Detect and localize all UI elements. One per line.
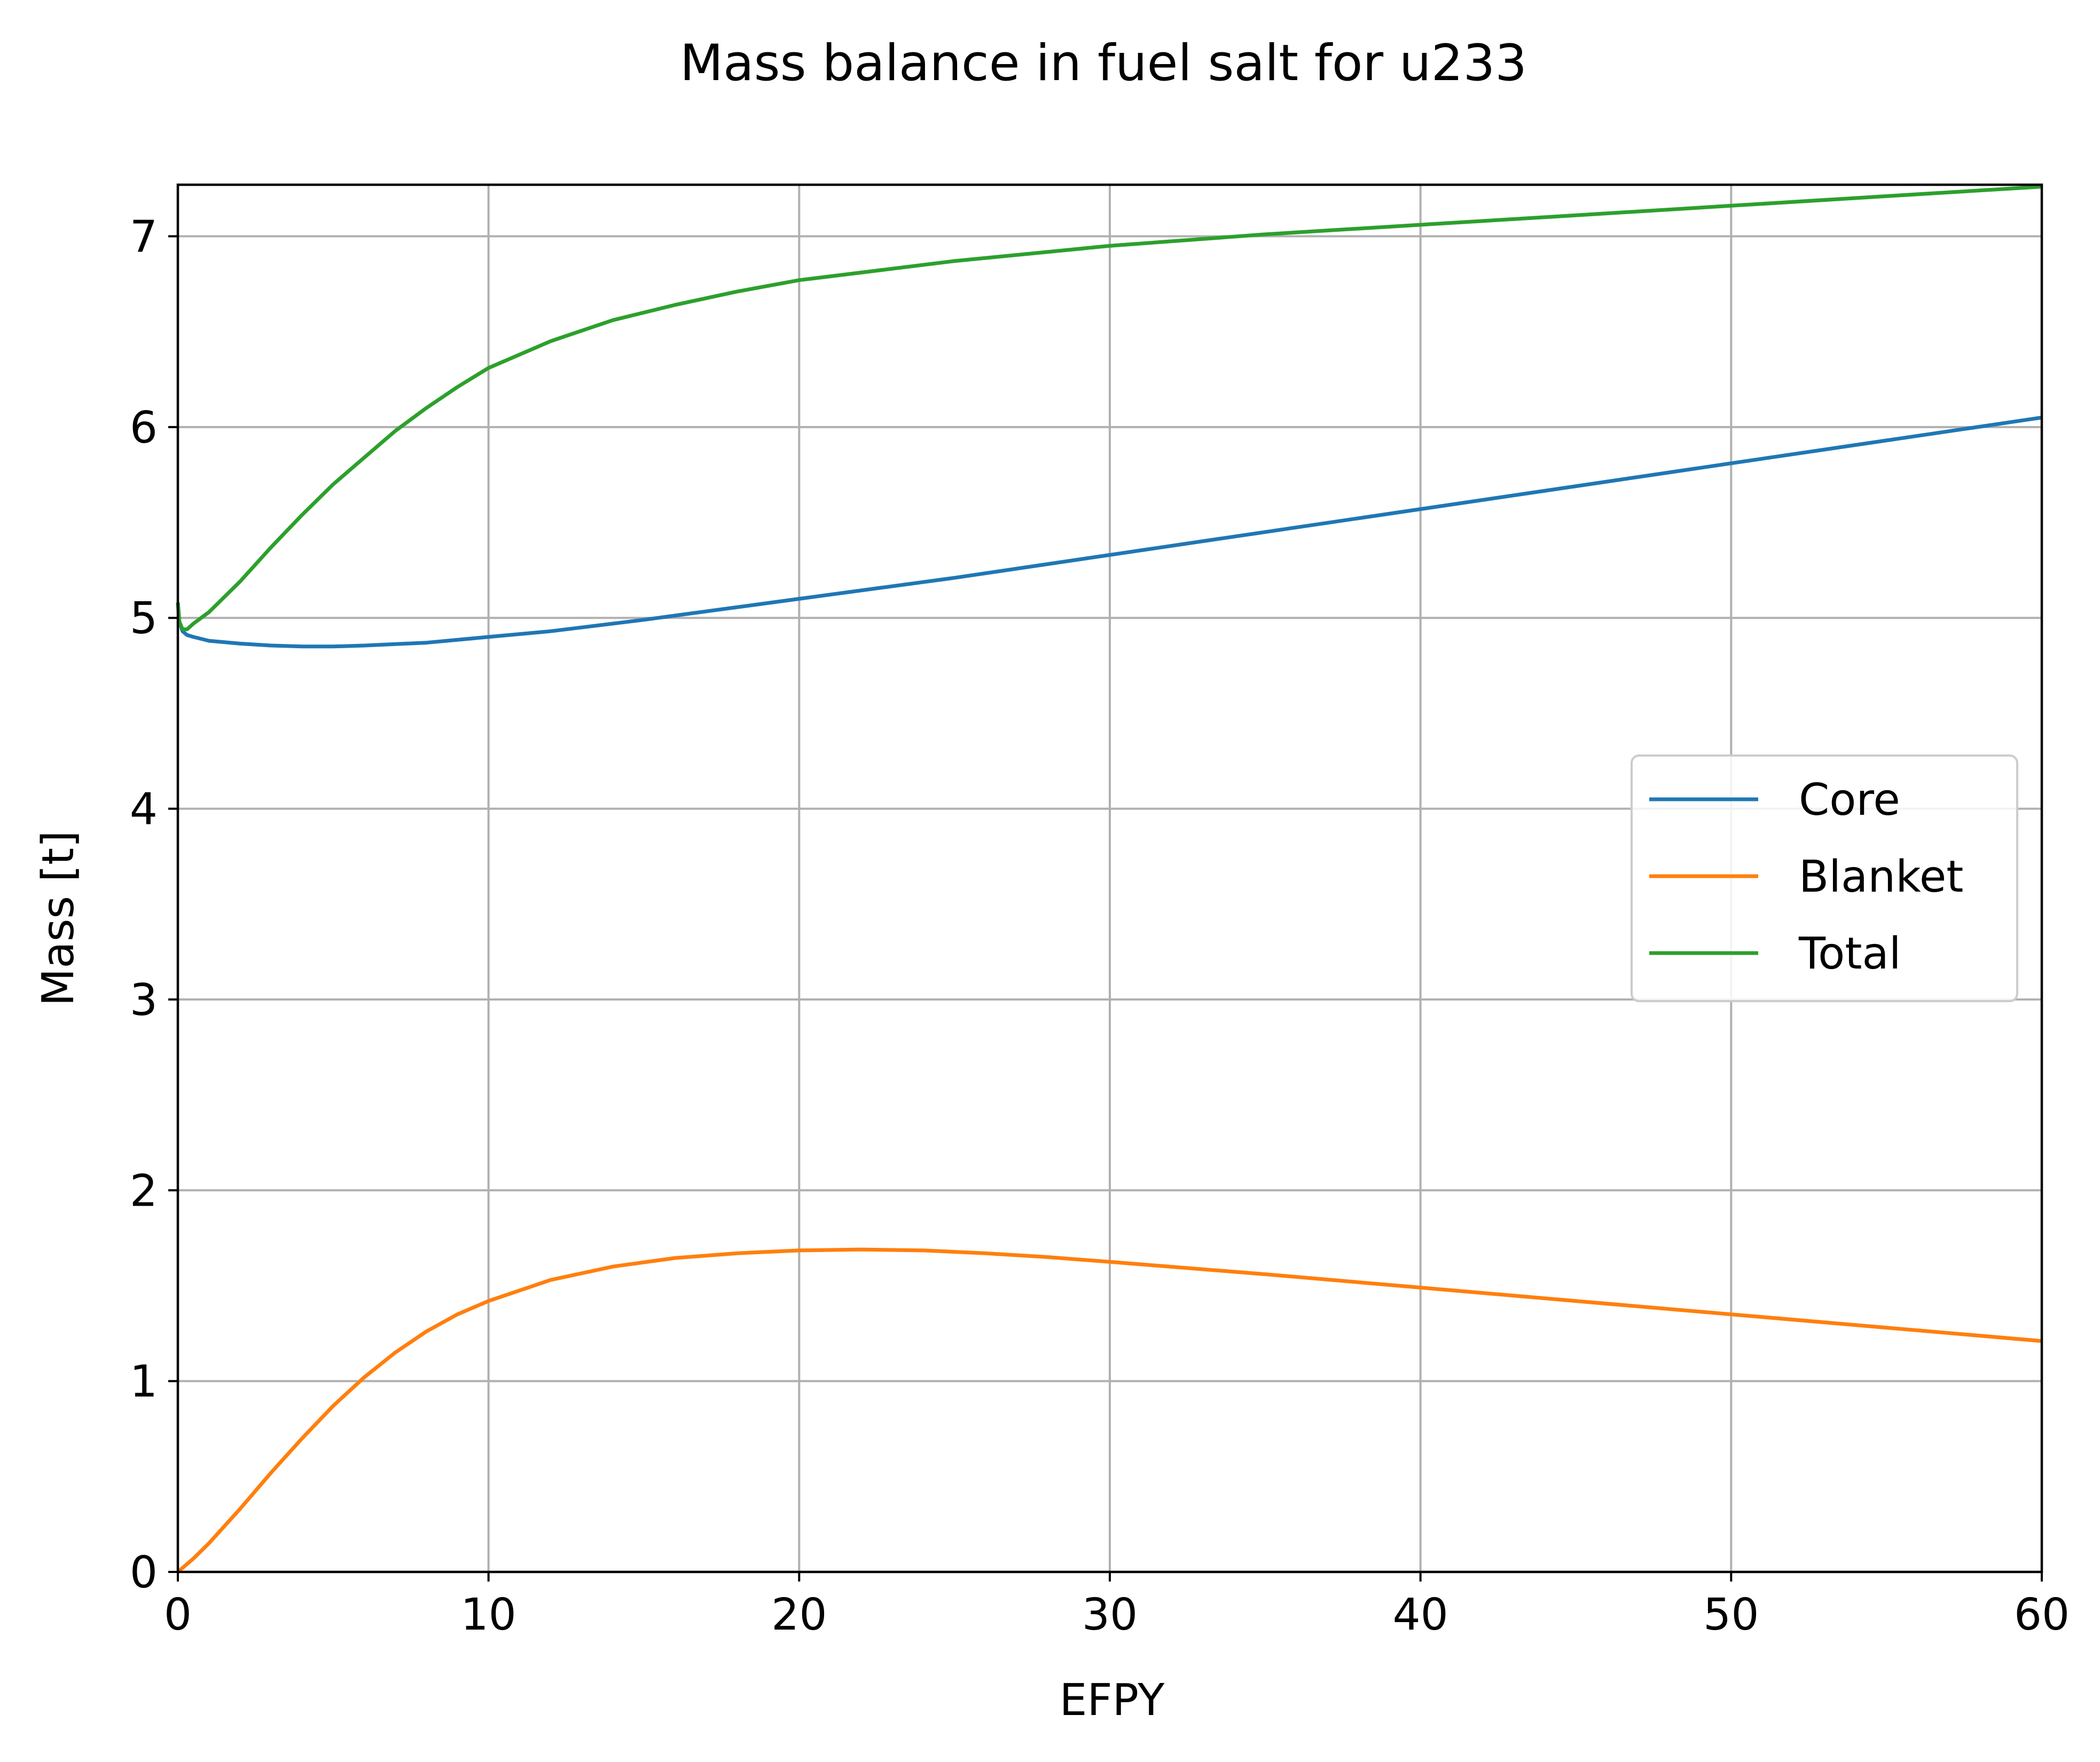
series-line-blanket (176, 1247, 2042, 1574)
series-line-core (176, 415, 2042, 649)
legend-label-core: Core (1799, 775, 1900, 825)
x-tick-label: 40 (1392, 1590, 1448, 1640)
x-tick-label: 20 (771, 1590, 827, 1640)
x-tick-label: 0 (164, 1590, 192, 1640)
chart-title: Mass balance in fuel salt for u233 (680, 34, 1527, 92)
y-tick-label: 7 (130, 211, 158, 262)
x-tick-label: 50 (1703, 1590, 1759, 1640)
y-tick-label: 3 (130, 975, 158, 1026)
y-axis: 0 1 2 3 4 5 6 7 (130, 211, 178, 1598)
x-tick-label: 10 (460, 1590, 516, 1640)
y-tick-label: 0 (130, 1547, 158, 1598)
x-tick-label: 30 (1082, 1590, 1138, 1640)
y-tick-label: 5 (130, 593, 158, 644)
y-axis-label: Mass [t] (33, 831, 84, 1006)
y-tick-label: 1 (130, 1357, 158, 1407)
x-axis: 0 10 20 30 40 50 60 (164, 1572, 2070, 1640)
legend: Core Blanket Total (1631, 754, 2018, 1002)
legend-label-blanket: Blanket (1799, 852, 1963, 902)
series-line-total (176, 185, 2042, 632)
x-tick-label: 60 (2014, 1590, 2070, 1640)
y-tick-label: 2 (130, 1166, 158, 1216)
series-layer (176, 185, 2042, 1574)
x-axis-label: EFPY (1060, 1675, 1165, 1726)
legend-box (1631, 754, 2018, 1002)
y-tick-label: 4 (130, 784, 158, 835)
legend-label-total: Total (1798, 929, 1901, 979)
y-tick-label: 6 (130, 403, 158, 453)
